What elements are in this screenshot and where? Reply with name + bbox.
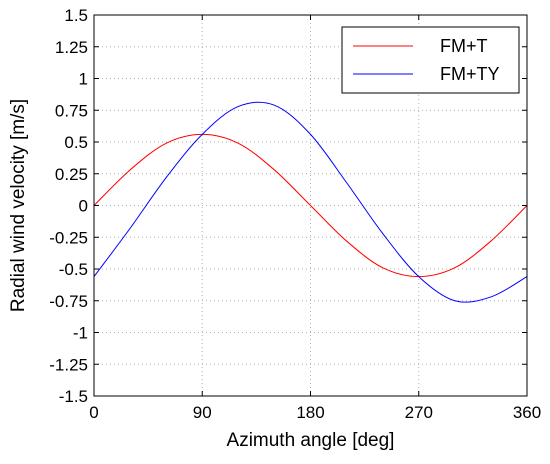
legend-label-fm-ty: FM+TY — [440, 64, 500, 84]
grid-lines — [94, 15, 527, 396]
y-tick-label: -1.25 — [49, 355, 88, 374]
x-tick-label: 270 — [405, 403, 433, 422]
y-tick-label: 0 — [79, 197, 88, 216]
y-tick-label: -1.5 — [59, 387, 88, 406]
y-tick-label: 1.5 — [64, 6, 88, 25]
y-tick-label: 0.75 — [55, 101, 88, 120]
legend-box — [341, 26, 520, 94]
x-tick-label: 180 — [296, 403, 324, 422]
y-tick-label: -0.25 — [49, 228, 88, 247]
y-tick-label: -1 — [73, 324, 88, 343]
x-tick-label: 90 — [193, 403, 212, 422]
y-tick-label: 1.25 — [55, 38, 88, 57]
axis-ticks: 0 90 180 270 360 1.5 1.25 1 0.75 0.5 0.25 0 -0.25 -0.… — [49, 6, 541, 422]
y-tick-label: 0.5 — [64, 133, 88, 152]
y-axis-title: Radial wind velocity [m/s] — [8, 99, 29, 312]
legend: FM+T FM+TY — [341, 26, 520, 94]
series-lines — [93, 101, 528, 303]
y-tick-label: 0.25 — [55, 165, 88, 184]
y-tick-label: -0.75 — [49, 292, 88, 311]
y-tick-label: 1 — [79, 70, 88, 89]
x-axis-title: Azimuth angle [deg] — [227, 430, 395, 451]
series-line-fm-ty — [93, 101, 528, 303]
series-line-fm-t — [93, 133, 528, 278]
x-tick-label: 360 — [513, 403, 541, 422]
y-tick-label: -0.5 — [59, 260, 88, 279]
legend-label-fm-t: FM+T — [440, 36, 488, 56]
x-tick-label: 0 — [89, 403, 98, 422]
